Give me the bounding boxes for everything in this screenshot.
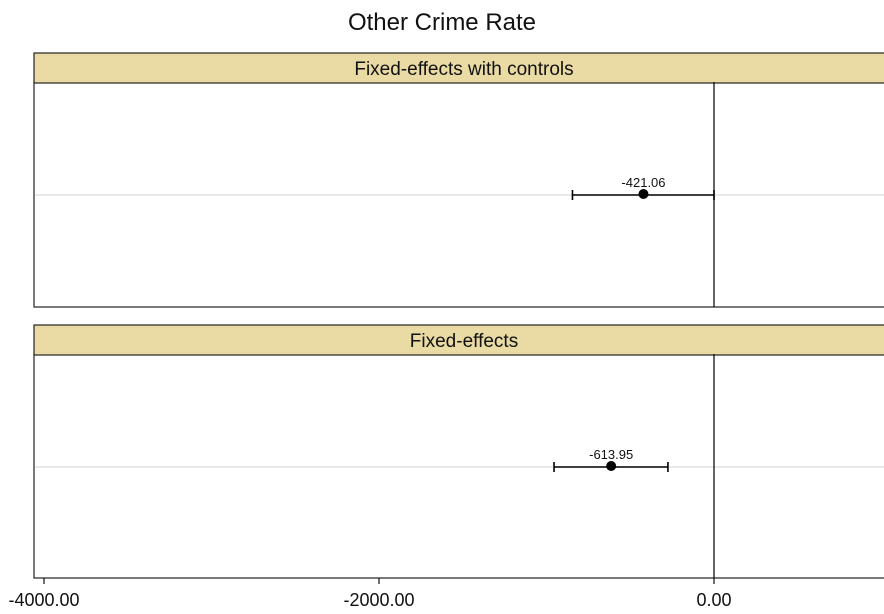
x-tick-label: 0.00 bbox=[696, 590, 731, 610]
panel-strip-label: Fixed-effects with controls bbox=[354, 59, 573, 80]
estimate-marker bbox=[638, 189, 649, 199]
panel-fixed-effects: Fixed-effects -613.95 bbox=[33, 324, 884, 579]
chart-title: Other Crime Rate bbox=[348, 9, 536, 36]
estimate-marker bbox=[606, 461, 617, 471]
panel-frame bbox=[33, 353, 884, 579]
panel-strip bbox=[33, 324, 884, 356]
panel-strip-label: Fixed-effects bbox=[410, 331, 518, 352]
x-tick-label: -4000.00 bbox=[8, 590, 79, 610]
panel-fixed-effects-with-controls: Fixed-effects with controls -421.06 bbox=[33, 52, 884, 308]
estimate-label: -613.95 bbox=[589, 447, 633, 462]
x-tick-label: -2000.00 bbox=[343, 590, 414, 610]
estimate-label: -421.06 bbox=[621, 175, 665, 190]
panel-strip bbox=[33, 52, 884, 84]
x-axis: -4000.00 -2000.00 0.00 bbox=[8, 578, 732, 610]
